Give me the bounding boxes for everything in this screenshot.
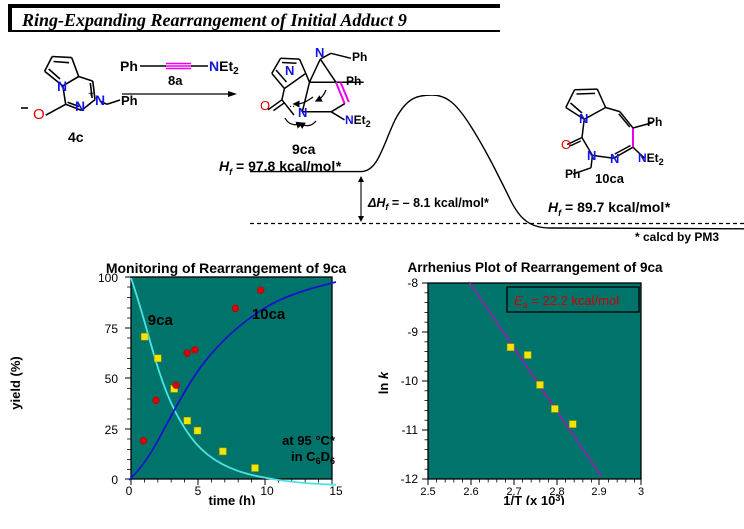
svg-text:10: 10 <box>260 484 274 498</box>
svg-text:O: O <box>561 137 571 152</box>
svg-text:ΔHf = – 8.1 kcal/mol*: ΔHf = – 8.1 kcal/mol* <box>367 196 489 212</box>
svg-text:1/T (x 103): 1/T (x 103) <box>503 493 564 505</box>
svg-text:-9: -9 <box>407 325 418 339</box>
svg-text:0: 0 <box>126 484 133 498</box>
svg-text:O: O <box>33 106 45 123</box>
svg-text:8a: 8a <box>168 73 183 88</box>
svg-text:2.5: 2.5 <box>420 486 435 498</box>
svg-text:Ph: Ph <box>565 167 580 181</box>
svg-text:at 95 °C*: at 95 °C* <box>282 433 336 448</box>
svg-text:4c: 4c <box>68 129 84 145</box>
svg-text:N: N <box>579 111 588 126</box>
svg-text:N: N <box>285 63 294 78</box>
svg-text:time (h): time (h) <box>209 493 256 505</box>
svg-text:O: O <box>260 98 270 113</box>
svg-text:Ph: Ph <box>352 50 367 64</box>
svg-text:-10: -10 <box>401 374 419 388</box>
svg-text:+: + <box>88 89 94 100</box>
svg-text:NEt2: NEt2 <box>638 151 664 167</box>
svg-text:NEt2: NEt2 <box>209 58 239 77</box>
svg-text:2.9: 2.9 <box>591 486 606 498</box>
svg-text:5: 5 <box>195 484 202 498</box>
svg-text:N: N <box>75 98 85 114</box>
svg-text:N: N <box>57 78 67 94</box>
svg-text:..: .. <box>289 98 295 110</box>
svg-text:0: 0 <box>111 473 118 487</box>
svg-text:N: N <box>610 151 619 166</box>
svg-text:-12: -12 <box>401 472 419 486</box>
svg-text:10ca: 10ca <box>595 171 625 186</box>
svg-text:Ph: Ph <box>346 74 361 88</box>
svg-text:15: 15 <box>329 484 343 498</box>
svg-text:9ca: 9ca <box>148 312 174 329</box>
svg-text:ln k: ln k <box>376 371 391 394</box>
svg-text:25: 25 <box>105 423 119 437</box>
svg-text:-8: -8 <box>407 276 418 290</box>
svg-text:10ca: 10ca <box>252 306 286 323</box>
svg-text:in C6D6: in C6D6 <box>291 449 335 466</box>
svg-text:Ph: Ph <box>647 115 662 129</box>
svg-text:N: N <box>587 148 596 163</box>
svg-text:Ph: Ph <box>120 58 138 74</box>
svg-text:75: 75 <box>105 322 119 336</box>
svg-text:N: N <box>315 45 324 60</box>
svg-text:yield (%): yield (%) <box>8 356 23 409</box>
svg-text:Ea = 22.2 kcal/mol: Ea = 22.2 kcal/mol <box>514 293 619 310</box>
svg-text:9ca: 9ca <box>292 141 316 157</box>
svg-text:3: 3 <box>638 486 644 498</box>
svg-text:N: N <box>95 92 105 108</box>
svg-text:N: N <box>298 105 307 120</box>
svg-text:-11: -11 <box>402 423 419 437</box>
svg-text:NEt2: NEt2 <box>345 113 371 129</box>
svg-text:2.6: 2.6 <box>463 486 478 498</box>
svg-text:100: 100 <box>98 271 118 285</box>
svg-text:50: 50 <box>105 372 119 386</box>
